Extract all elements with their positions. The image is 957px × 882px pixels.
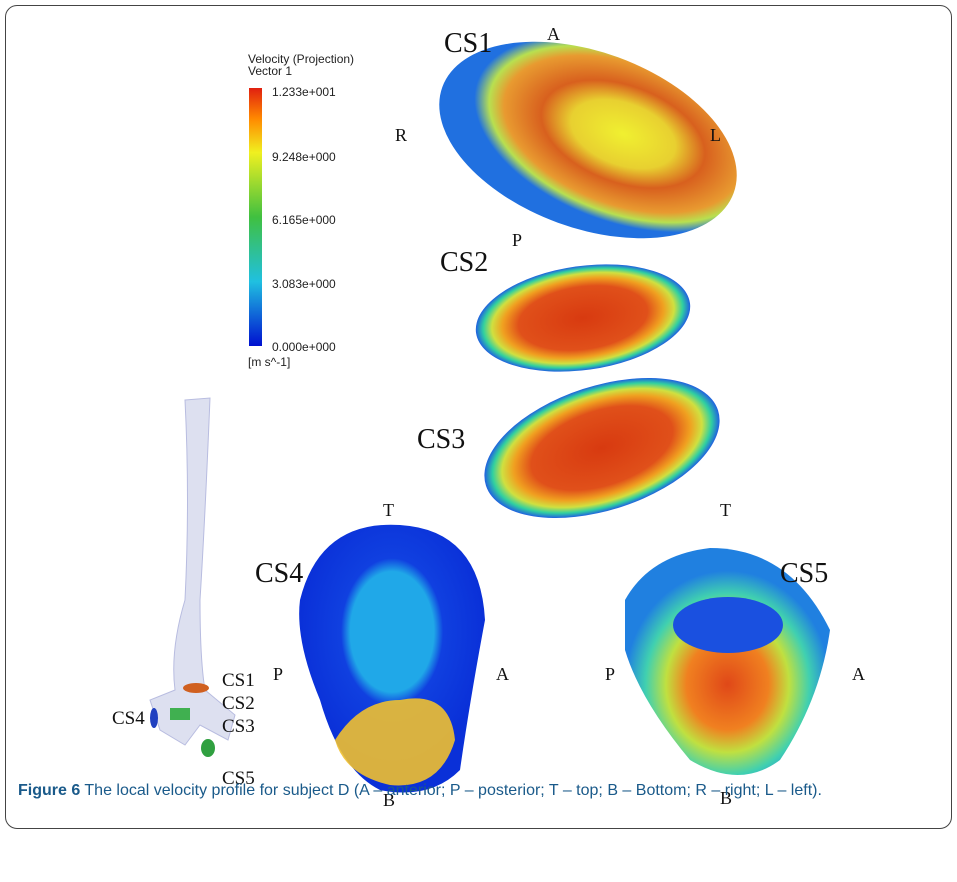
orientation-label: T — [383, 500, 394, 520]
cross-section — [469, 251, 697, 384]
section-title: CS4 — [255, 558, 303, 589]
legend-tick: 6.165e+000 — [272, 213, 336, 227]
vessel-label: CS4 — [112, 708, 145, 729]
color-legend: Velocity (Projection) Vector 1 1.233e+00… — [248, 52, 354, 369]
vessel-label: CS1 — [222, 670, 255, 691]
orientation-label: P — [273, 664, 283, 684]
caption: Figure 6 The local velocity profile for … — [18, 779, 918, 802]
orientation-label: P — [512, 230, 522, 250]
orientation-label: R — [395, 125, 407, 145]
vessel-label: CS2 — [222, 693, 255, 714]
figure: Velocity (Projection) Vector 1 1.233e+00… — [0, 0, 957, 882]
section-title: CS1 — [444, 28, 492, 59]
section-mark — [170, 708, 190, 720]
section-mark — [150, 708, 158, 728]
legend-tick: 9.248e+000 — [272, 150, 336, 164]
legend-unit: [m s^-1] — [248, 355, 290, 369]
legend-tick: 3.083e+000 — [272, 277, 336, 291]
section-title: CS5 — [780, 558, 828, 589]
orientation-label: A — [496, 664, 509, 684]
legend-tick: 0.000e+000 — [272, 340, 336, 354]
page: Velocity (Projection) Vector 1 1.233e+00… — [0, 0, 957, 882]
orientation-label: L — [710, 125, 721, 145]
legend-tick: 1.233e+001 — [272, 85, 336, 99]
cross-section — [467, 351, 737, 544]
color-bar — [249, 88, 262, 346]
orientation-label: A — [547, 24, 560, 44]
orientation-label: P — [605, 664, 615, 684]
section-mark — [183, 683, 209, 693]
vessel-label: CS3 — [222, 716, 255, 737]
section-mark — [201, 739, 215, 757]
caption-text: The local velocity profile for subject D… — [84, 782, 822, 799]
flow-region — [673, 597, 783, 653]
orientation-label: T — [720, 500, 731, 520]
section-title: CS3 — [417, 424, 465, 455]
section-title: CS2 — [440, 247, 488, 278]
legend-subtitle: Vector 1 — [248, 64, 292, 78]
caption-label: Figure 6 — [18, 782, 80, 799]
orientation-label: A — [852, 664, 865, 684]
